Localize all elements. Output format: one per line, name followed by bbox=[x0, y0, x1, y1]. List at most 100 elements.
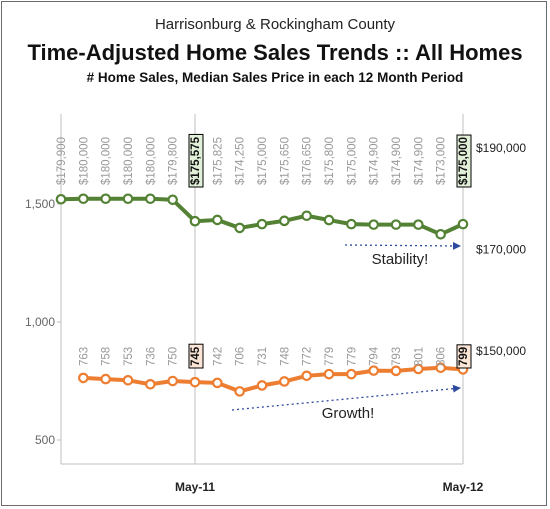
price-point bbox=[457, 218, 469, 230]
sales-point bbox=[435, 362, 446, 374]
sales-data-label: 736 bbox=[145, 347, 157, 366]
series-points bbox=[55, 193, 469, 397]
sales-data-label: 745 bbox=[188, 343, 204, 369]
price-data-label: $175,000 bbox=[456, 134, 472, 188]
svg-text:706: 706 bbox=[235, 347, 247, 366]
svg-text:779: 779 bbox=[346, 347, 358, 366]
price-point bbox=[390, 219, 402, 230]
sales-data-label: 794 bbox=[369, 346, 381, 366]
price-data-label: $175,650 bbox=[279, 137, 291, 185]
price-highlight-box bbox=[456, 134, 472, 188]
sales-point bbox=[122, 374, 134, 386]
price-point bbox=[256, 218, 268, 230]
price-data-label: $176,650 bbox=[302, 137, 314, 185]
svg-text:742: 742 bbox=[212, 347, 224, 366]
svg-text:$179,800: $179,800 bbox=[168, 137, 180, 185]
sales-point bbox=[100, 373, 111, 385]
svg-text:$175,825: $175,825 bbox=[212, 137, 224, 185]
svg-text:$173,000: $173,000 bbox=[436, 137, 448, 185]
price-data-label: $179,800 bbox=[168, 137, 180, 185]
price-point bbox=[301, 210, 312, 222]
price-point bbox=[122, 193, 134, 205]
right-tick-label: $150,000 bbox=[476, 344, 526, 358]
sales-point bbox=[78, 372, 89, 384]
x-tick-label: May-11 bbox=[175, 480, 215, 494]
price-data-label: $175,825 bbox=[212, 137, 224, 185]
svg-text:$175,575: $175,575 bbox=[190, 136, 202, 185]
price-data-label: $180,000 bbox=[145, 137, 157, 185]
annotation-growth: Growth! bbox=[322, 405, 375, 422]
price-point bbox=[145, 193, 156, 205]
price-data-label: $174,900 bbox=[413, 137, 425, 185]
left-tick-label: 500 bbox=[35, 433, 55, 447]
sales-point bbox=[256, 380, 268, 391]
price-point bbox=[435, 228, 446, 240]
data-labels: $179,900 $180,000 $180,000 $180,000 $180,000… bbox=[56, 133, 472, 369]
svg-text:731: 731 bbox=[257, 347, 269, 366]
price-data-label: $174,900 bbox=[369, 137, 381, 185]
chart-subtitle: Time-Adjusted Home Sales Trends :: All H… bbox=[27, 40, 522, 65]
price-point bbox=[55, 193, 67, 205]
sales-point bbox=[279, 376, 290, 387]
price-data-label: $174,250 bbox=[235, 137, 247, 185]
svg-text:$175,000: $175,000 bbox=[346, 137, 358, 185]
sales-data-label: 793 bbox=[391, 347, 403, 366]
sales-point bbox=[234, 386, 245, 397]
price-data-label: $173,000 bbox=[436, 137, 448, 185]
price-point bbox=[100, 193, 111, 205]
sales-point bbox=[390, 365, 402, 377]
x-tick-label: May-12 bbox=[443, 480, 484, 494]
price-point bbox=[346, 218, 357, 230]
annotation-stability: Stability! bbox=[372, 251, 429, 268]
price-data-label: $175,800 bbox=[324, 137, 336, 185]
svg-text:750: 750 bbox=[168, 347, 180, 366]
sales-data-label: 799 bbox=[456, 344, 472, 369]
svg-text:753: 753 bbox=[123, 347, 135, 366]
sales-data-label: 742 bbox=[212, 347, 224, 366]
chart-description: # Home Sales, Median Sales Price in each… bbox=[87, 70, 464, 85]
trend-arrows bbox=[231, 241, 461, 411]
svg-text:794: 794 bbox=[369, 346, 381, 366]
right-tick-label: $170,000 bbox=[476, 243, 526, 257]
price-data-label: $175,000 bbox=[346, 137, 358, 185]
sales-data-label: 731 bbox=[257, 347, 269, 366]
sales-data-label: 801 bbox=[413, 347, 425, 366]
price-data-label: $179,900 bbox=[56, 137, 68, 185]
price-data-label: $174,900 bbox=[391, 137, 403, 185]
price-point bbox=[189, 215, 201, 227]
sales-data-label: 706 bbox=[235, 347, 247, 366]
svg-text:772: 772 bbox=[302, 347, 314, 366]
sales-data-label: 753 bbox=[123, 347, 135, 366]
price-data-label: $175,575 bbox=[188, 133, 204, 188]
sales-point bbox=[368, 365, 379, 376]
svg-text:$176,650: $176,650 bbox=[302, 137, 314, 185]
sales-highlight-box bbox=[456, 344, 472, 369]
svg-text:$174,900: $174,900 bbox=[369, 137, 381, 185]
price-data-label: $175,000 bbox=[257, 137, 269, 185]
svg-text:$175,000: $175,000 bbox=[257, 137, 269, 185]
price-point bbox=[212, 214, 223, 226]
svg-text:$175,000: $175,000 bbox=[458, 137, 470, 185]
sales-data-label: 779 bbox=[346, 347, 358, 366]
svg-text:$180,000: $180,000 bbox=[145, 137, 157, 185]
svg-text:736: 736 bbox=[145, 347, 157, 366]
sales-data-label: 758 bbox=[101, 347, 113, 366]
sales-point bbox=[212, 377, 223, 389]
svg-text:$174,900: $174,900 bbox=[391, 137, 403, 185]
svg-text:748: 748 bbox=[279, 347, 291, 366]
price-data-label: $180,000 bbox=[78, 137, 90, 185]
svg-text:$180,000: $180,000 bbox=[123, 137, 135, 185]
left-tick-label: 1,500 bbox=[25, 197, 55, 211]
svg-text:745: 745 bbox=[190, 346, 202, 366]
price-point bbox=[279, 215, 290, 227]
svg-text:$180,000: $180,000 bbox=[101, 137, 113, 185]
price-point bbox=[413, 219, 424, 230]
svg-text:799: 799 bbox=[458, 347, 470, 366]
axis-ticks: 1,500 1,000 500 $190,000 $170,000 $150,000 May… bbox=[25, 141, 526, 494]
sales-data-label: 748 bbox=[279, 347, 291, 366]
price-point bbox=[368, 219, 379, 230]
sales-data-label: 806 bbox=[436, 347, 448, 366]
sales-point bbox=[323, 368, 335, 380]
